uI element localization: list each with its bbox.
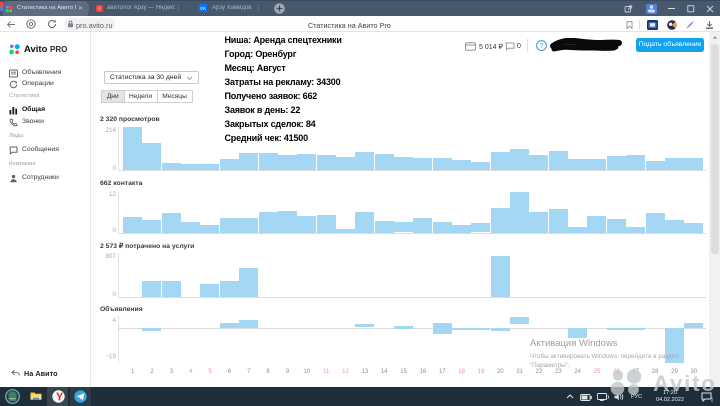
svg-text:2: 2 bbox=[711, 397, 713, 402]
svg-text:?: ? bbox=[540, 43, 544, 50]
svg-text:VK: VK bbox=[200, 6, 207, 11]
